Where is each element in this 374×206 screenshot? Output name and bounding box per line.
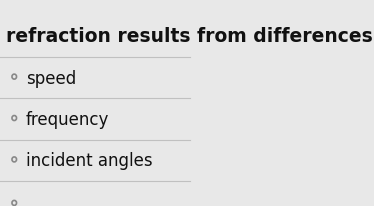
Text: incident angles: incident angles bbox=[26, 152, 152, 170]
Text: refraction results from differences in light's: refraction results from differences in l… bbox=[6, 27, 374, 46]
Text: speed: speed bbox=[26, 69, 76, 87]
Text: frequency: frequency bbox=[26, 111, 109, 128]
